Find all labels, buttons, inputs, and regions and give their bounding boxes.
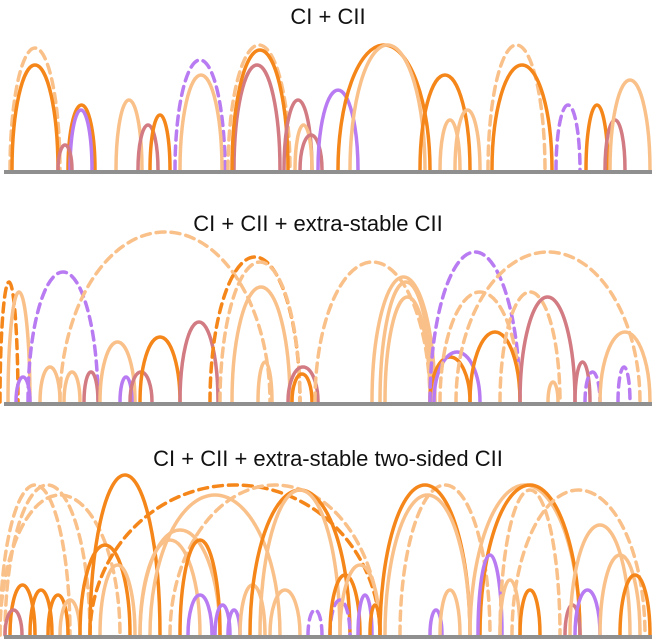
arc xyxy=(8,46,62,172)
arc xyxy=(58,230,272,404)
arc xyxy=(82,370,100,404)
arc xyxy=(226,43,292,172)
arc xyxy=(148,493,282,637)
arc xyxy=(62,370,82,404)
arc xyxy=(428,250,522,404)
arc xyxy=(148,113,172,172)
arc xyxy=(136,123,160,172)
arc xyxy=(268,588,302,637)
arc xyxy=(370,275,437,404)
arc xyxy=(26,270,100,404)
arc xyxy=(378,483,472,637)
arc xyxy=(186,593,214,637)
arc xyxy=(554,103,582,172)
arc xyxy=(454,250,642,404)
arc xyxy=(290,372,314,404)
arc xyxy=(348,43,427,172)
arc xyxy=(518,295,577,404)
arc xyxy=(498,290,562,404)
arc xyxy=(46,593,70,637)
arc xyxy=(232,63,282,172)
arc xyxy=(383,295,432,404)
arc xyxy=(573,360,592,404)
arc xyxy=(598,330,652,404)
arc xyxy=(178,73,224,172)
arc xyxy=(98,340,137,404)
arc xyxy=(98,563,137,637)
arc xyxy=(598,553,642,637)
arc xyxy=(38,365,62,404)
arc xyxy=(486,43,547,172)
arc xyxy=(208,255,302,404)
arc xyxy=(608,78,652,172)
arc xyxy=(173,58,227,172)
arc xyxy=(298,133,324,172)
arc xyxy=(438,588,462,637)
arc xyxy=(66,103,97,172)
arc xyxy=(3,608,24,637)
arc xyxy=(138,335,182,404)
arc xyxy=(546,380,560,404)
arc xyxy=(230,285,292,404)
arc xyxy=(518,588,542,637)
arc xyxy=(0,483,72,637)
arc xyxy=(616,365,632,404)
arc xyxy=(0,493,122,637)
arc xyxy=(10,63,60,172)
panel-title: CI + CII + extra-stable two-sided CII xyxy=(153,446,503,471)
arc xyxy=(338,563,382,637)
arc xyxy=(6,290,32,404)
arc xyxy=(498,488,562,637)
arc xyxy=(88,473,162,637)
arc xyxy=(14,375,32,404)
arc xyxy=(168,483,382,637)
arc xyxy=(56,143,74,172)
arc xyxy=(306,608,324,637)
arc xyxy=(438,118,462,172)
arc xyxy=(383,493,472,637)
arc xyxy=(453,108,482,172)
panel-title: CI + CII + extra-stable CII xyxy=(193,211,442,236)
arc xyxy=(78,543,132,637)
arc xyxy=(68,108,94,172)
arc xyxy=(256,360,274,404)
arc xyxy=(178,538,222,637)
arc xyxy=(468,330,522,404)
arc xyxy=(226,608,242,637)
arc xyxy=(8,583,37,637)
panel-title: CI + CII xyxy=(290,4,365,29)
arc xyxy=(618,573,652,637)
arc xyxy=(258,488,342,637)
arc xyxy=(0,280,20,404)
arc xyxy=(293,123,314,172)
arc xyxy=(316,88,360,172)
arc xyxy=(432,350,482,404)
arc xyxy=(218,260,302,404)
arc xyxy=(438,290,522,404)
arc xyxy=(418,73,472,172)
arc xyxy=(378,280,434,404)
arc xyxy=(573,588,602,637)
arc xyxy=(490,63,554,172)
arc xyxy=(510,488,647,637)
arc xyxy=(178,320,220,404)
arc xyxy=(230,48,290,172)
arc xyxy=(3,483,92,637)
